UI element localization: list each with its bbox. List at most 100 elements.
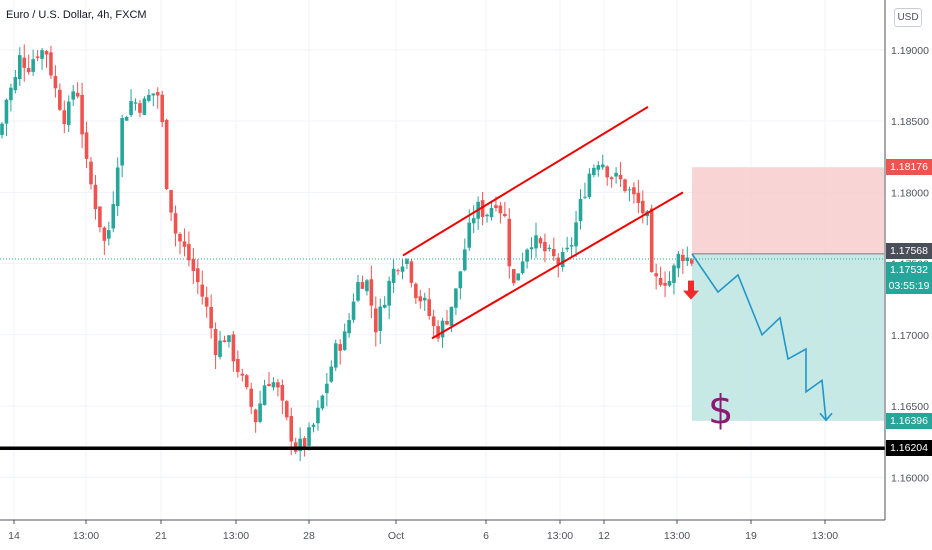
candle-body bbox=[155, 92, 160, 96]
candle-body bbox=[209, 307, 213, 329]
candle-body bbox=[676, 253, 681, 269]
candle-body bbox=[400, 266, 405, 272]
candle-body bbox=[409, 261, 414, 283]
candle-body bbox=[40, 50, 44, 59]
countdown-price-label: 03:55:19 bbox=[886, 278, 932, 294]
candle-body bbox=[480, 200, 485, 217]
candle-body bbox=[285, 401, 289, 418]
x-tick-label: Oct bbox=[388, 530, 404, 542]
candle-body bbox=[431, 316, 436, 327]
candle-body bbox=[418, 296, 423, 302]
stop-loss-price-label: 1.18176 bbox=[886, 159, 932, 176]
candle-body bbox=[583, 196, 587, 198]
candle-body bbox=[213, 329, 218, 355]
candle-body bbox=[458, 271, 463, 289]
candle-body bbox=[489, 207, 494, 218]
candle-body bbox=[685, 257, 690, 262]
candle-body bbox=[253, 409, 258, 423]
candle-body bbox=[71, 91, 75, 100]
candle-body bbox=[200, 284, 205, 297]
candle-body bbox=[552, 248, 556, 257]
candle-body bbox=[98, 206, 102, 228]
candle-body bbox=[391, 268, 396, 283]
candle-body bbox=[182, 241, 187, 247]
candle-body bbox=[236, 358, 240, 372]
candle-body bbox=[147, 94, 151, 101]
candle-body bbox=[58, 89, 62, 110]
candle-body bbox=[187, 244, 191, 261]
y-tick-label: 1.16000 bbox=[891, 472, 929, 484]
currency-button[interactable]: USD bbox=[894, 8, 922, 27]
x-tick-label: 12 bbox=[598, 530, 610, 542]
candle-body bbox=[454, 288, 458, 308]
candle-body bbox=[244, 375, 249, 388]
candle-body bbox=[511, 269, 516, 284]
candle-body bbox=[347, 319, 351, 334]
x-tick-label: 13:00 bbox=[812, 530, 838, 542]
candle-body bbox=[498, 205, 503, 214]
entry-price-label: 1.17568 bbox=[886, 242, 932, 259]
candle-body bbox=[414, 283, 418, 299]
candle-body bbox=[267, 384, 271, 387]
candle-body bbox=[80, 94, 84, 135]
candle-body bbox=[249, 388, 253, 407]
reward-zone bbox=[692, 253, 884, 421]
candle-body bbox=[142, 98, 147, 115]
candle-body bbox=[298, 438, 302, 452]
candle-body bbox=[440, 320, 445, 338]
candle-body bbox=[120, 118, 124, 166]
candle-body bbox=[618, 174, 623, 180]
candle-body bbox=[520, 261, 525, 274]
candle-body bbox=[333, 343, 338, 368]
candle-body bbox=[151, 93, 156, 96]
candle-body bbox=[4, 99, 9, 124]
candle-body bbox=[218, 340, 222, 357]
candle-body bbox=[609, 177, 614, 180]
candle-body bbox=[66, 101, 71, 125]
candle-body bbox=[191, 259, 196, 272]
candle-body bbox=[467, 222, 472, 248]
candle-body bbox=[53, 76, 58, 89]
candle-body bbox=[160, 94, 164, 123]
candle-body bbox=[405, 259, 409, 264]
candle-body bbox=[649, 208, 654, 272]
candle-body bbox=[369, 279, 374, 306]
candle-body bbox=[338, 344, 342, 351]
chart-drawings: $ bbox=[0, 105, 885, 450]
candle-body bbox=[196, 268, 200, 283]
candle-body bbox=[271, 382, 276, 388]
candle-body bbox=[667, 281, 672, 286]
candle-body bbox=[614, 172, 618, 177]
candle-body bbox=[654, 273, 658, 277]
projection-path bbox=[691, 253, 827, 421]
x-tick-label: 6 bbox=[483, 530, 489, 542]
candle-body bbox=[560, 252, 565, 268]
dollar-sign-annotation: $ bbox=[708, 387, 733, 433]
candle-body bbox=[111, 204, 116, 229]
x-tick-label: 21 bbox=[155, 530, 167, 542]
down-arrow-icon bbox=[683, 280, 699, 300]
candle-body bbox=[178, 233, 182, 242]
candle-body bbox=[387, 280, 391, 306]
candle-body bbox=[164, 119, 169, 190]
candle-body bbox=[485, 214, 489, 217]
candle-body bbox=[427, 299, 431, 317]
candle-body bbox=[632, 187, 636, 195]
y-tick-label: 1.18000 bbox=[891, 187, 929, 199]
candle-body bbox=[107, 230, 111, 239]
current-price-price-label: 1.17532 bbox=[886, 262, 932, 278]
candle-body bbox=[26, 68, 31, 73]
candle-body bbox=[672, 265, 676, 283]
chart-title: Euro / U.S. Dollar, 4h, FXCM bbox=[6, 9, 147, 21]
candle-body bbox=[124, 116, 129, 121]
candle-body bbox=[471, 218, 476, 224]
candle-body bbox=[596, 165, 601, 170]
candle-body bbox=[449, 306, 454, 326]
candle-body bbox=[222, 340, 227, 343]
candle-body bbox=[280, 384, 285, 401]
candle-body bbox=[574, 222, 578, 247]
channel-lower-line bbox=[431, 191, 684, 340]
candle-body bbox=[534, 235, 538, 249]
candle-body bbox=[356, 282, 360, 301]
